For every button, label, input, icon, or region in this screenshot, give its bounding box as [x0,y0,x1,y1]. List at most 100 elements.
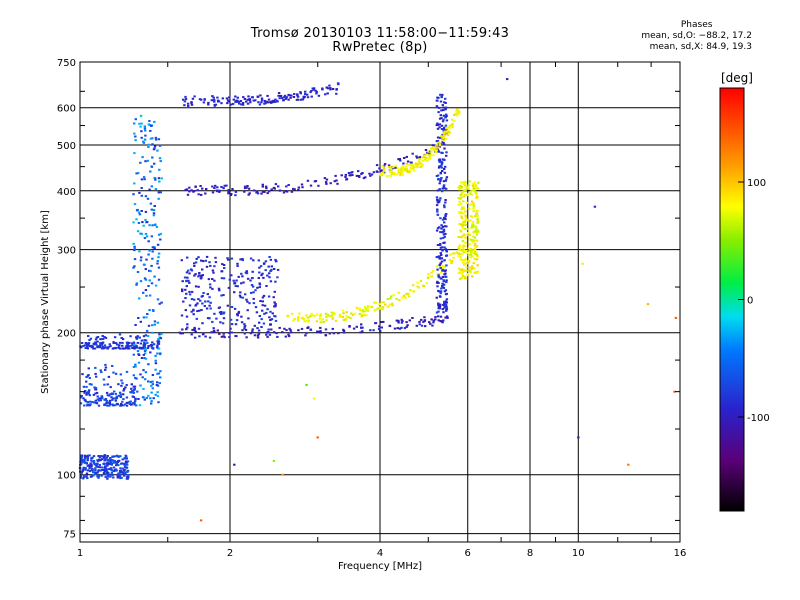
y-tick-label: 200 [57,329,76,340]
data-point [221,263,224,266]
data-point [114,468,118,471]
data-point [142,353,145,356]
data-point [106,401,109,404]
data-point [401,166,404,169]
x-tick-label: 6 [465,548,471,559]
data-point [432,154,435,157]
data-point [404,296,407,299]
data-point [220,294,223,297]
data-point [298,312,301,315]
data-point [304,93,307,95]
data-point [199,519,203,522]
data-point [95,465,98,468]
data-point [154,138,158,141]
data-point [94,341,97,344]
data-point [234,194,237,197]
data-point [470,238,473,241]
data-point [445,254,448,257]
data-point [133,345,136,348]
data-point [262,294,266,297]
data-point [117,472,120,475]
data-point [121,341,124,344]
data-point [205,188,208,190]
data-point [422,320,425,323]
data-point [403,168,407,171]
data-point [133,247,136,250]
data-point [106,472,109,474]
data-point [321,318,325,321]
data-point [155,225,159,228]
data-point [147,145,150,148]
data-point [197,275,200,278]
data-point [316,331,319,334]
data-point [437,201,441,203]
data-point [467,207,471,210]
data-point [157,372,161,375]
data-point [393,327,397,330]
data-point [133,385,137,388]
data-point [245,270,248,273]
data-point [441,152,444,154]
data-point [475,214,479,217]
data-point [400,318,403,321]
data-point [193,274,196,277]
data-point [459,258,463,261]
data-point [247,187,251,190]
data-point [348,325,351,327]
data-point [342,328,345,331]
data-point [416,156,419,159]
data-point [131,395,134,398]
data-point [142,263,146,266]
data-point [193,190,196,193]
data-point [109,463,112,466]
data-point [332,332,336,335]
data-point [99,342,102,345]
data-point [441,269,445,272]
data-point [124,472,127,475]
data-point [229,327,232,330]
data-point [135,404,138,407]
data-point [264,269,267,272]
data-point [438,290,441,293]
data-point [463,227,467,230]
data-point [322,321,325,323]
data-point [459,203,463,205]
data-point [440,224,443,227]
data-point [440,124,444,127]
data-point [122,398,125,401]
data-point [326,92,329,95]
data-point [445,178,448,181]
data-point [467,184,470,187]
data-point [197,327,201,330]
data-point [469,271,472,274]
data-point [134,118,137,121]
data-point [230,103,233,106]
data-point [459,223,462,226]
data-point [274,319,278,322]
data-point [287,93,290,96]
data-point [441,225,445,228]
data-point [281,473,284,476]
data-point [416,281,419,284]
data-point [461,252,464,255]
data-point [442,283,446,286]
data-point [218,289,221,292]
data-point [324,312,328,315]
data-point [190,298,194,301]
data-point [406,324,409,327]
data-point [418,156,422,159]
data-point [121,400,124,403]
data-point [319,321,322,324]
data-point [83,391,86,394]
y-tick-label: 75 [63,530,76,541]
data-point [408,164,411,166]
data-point [142,346,145,349]
data-point [441,218,445,221]
data-point [296,94,299,97]
data-point [114,372,118,375]
data-point [188,290,191,293]
data-point [97,476,100,479]
data-point [272,296,275,299]
data-point [383,169,386,172]
data-point [300,183,304,186]
